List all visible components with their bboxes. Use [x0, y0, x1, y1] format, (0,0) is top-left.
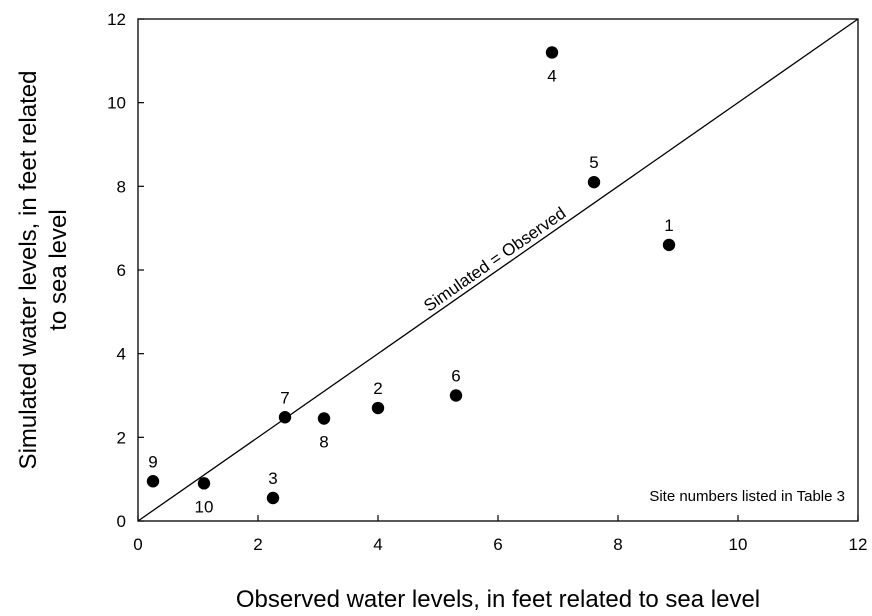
- point-label-8: 8: [319, 433, 328, 452]
- x-tick-label: 4: [373, 535, 382, 554]
- y-tick-label: 4: [117, 345, 126, 364]
- x-tick-label: 0: [133, 535, 142, 554]
- data-point-2: [371, 401, 385, 415]
- data-point-5: [587, 175, 601, 189]
- y-tick-label: 2: [117, 428, 126, 447]
- y-tick-label: 12: [107, 10, 126, 29]
- reference-line: [137, 18, 859, 522]
- data-point-4: [545, 46, 559, 59]
- y-tick-label: 8: [117, 177, 126, 196]
- x-axis-title: Observed water levels, in feet related t…: [236, 586, 760, 613]
- x-tick-label: 10: [729, 535, 748, 554]
- y-axis-title-line2: to sea level: [45, 209, 72, 330]
- x-tick-label: 8: [613, 535, 622, 554]
- data-point-7: [278, 411, 292, 424]
- reference-line-label: Simulated = Observed: [420, 203, 569, 315]
- point-label-5: 5: [589, 153, 598, 172]
- data-point-6: [449, 389, 463, 402]
- point-label-6: 6: [451, 367, 460, 386]
- y-axis-ticks: 0 2 4 6 8 10 12: [107, 10, 144, 531]
- point-label-2: 2: [373, 379, 382, 398]
- annotation-note: Site numbers listed in Table 3: [649, 488, 845, 505]
- x-tick-label: 2: [253, 535, 262, 554]
- point-label-3: 3: [268, 469, 277, 488]
- x-axis-ticks: 0 2 4 6 8 10 12: [133, 515, 867, 554]
- point-label-9: 9: [148, 452, 157, 471]
- data-point-1: [662, 238, 676, 252]
- point-label-1: 1: [664, 216, 673, 235]
- point-label-4: 4: [547, 66, 556, 85]
- data-point-10: [197, 477, 211, 490]
- y-tick-label: 6: [117, 261, 126, 280]
- data-point-8: [317, 412, 331, 425]
- data-points: 1 2 3 4 5 6 7 8 9 10: [146, 46, 676, 516]
- point-label-10: 10: [195, 497, 214, 516]
- x-tick-label: 6: [493, 535, 502, 554]
- y-tick-label: 10: [107, 94, 126, 113]
- x-tick-label: 12: [849, 535, 868, 554]
- data-point-3: [266, 491, 280, 505]
- data-point-9: [146, 475, 160, 488]
- point-label-7: 7: [280, 388, 289, 407]
- y-tick-label: 0: [117, 512, 126, 531]
- y-axis-title: Simulated water levels, in feet related …: [15, 71, 72, 470]
- y-axis-title-line1: Simulated water levels, in feet related: [15, 71, 42, 470]
